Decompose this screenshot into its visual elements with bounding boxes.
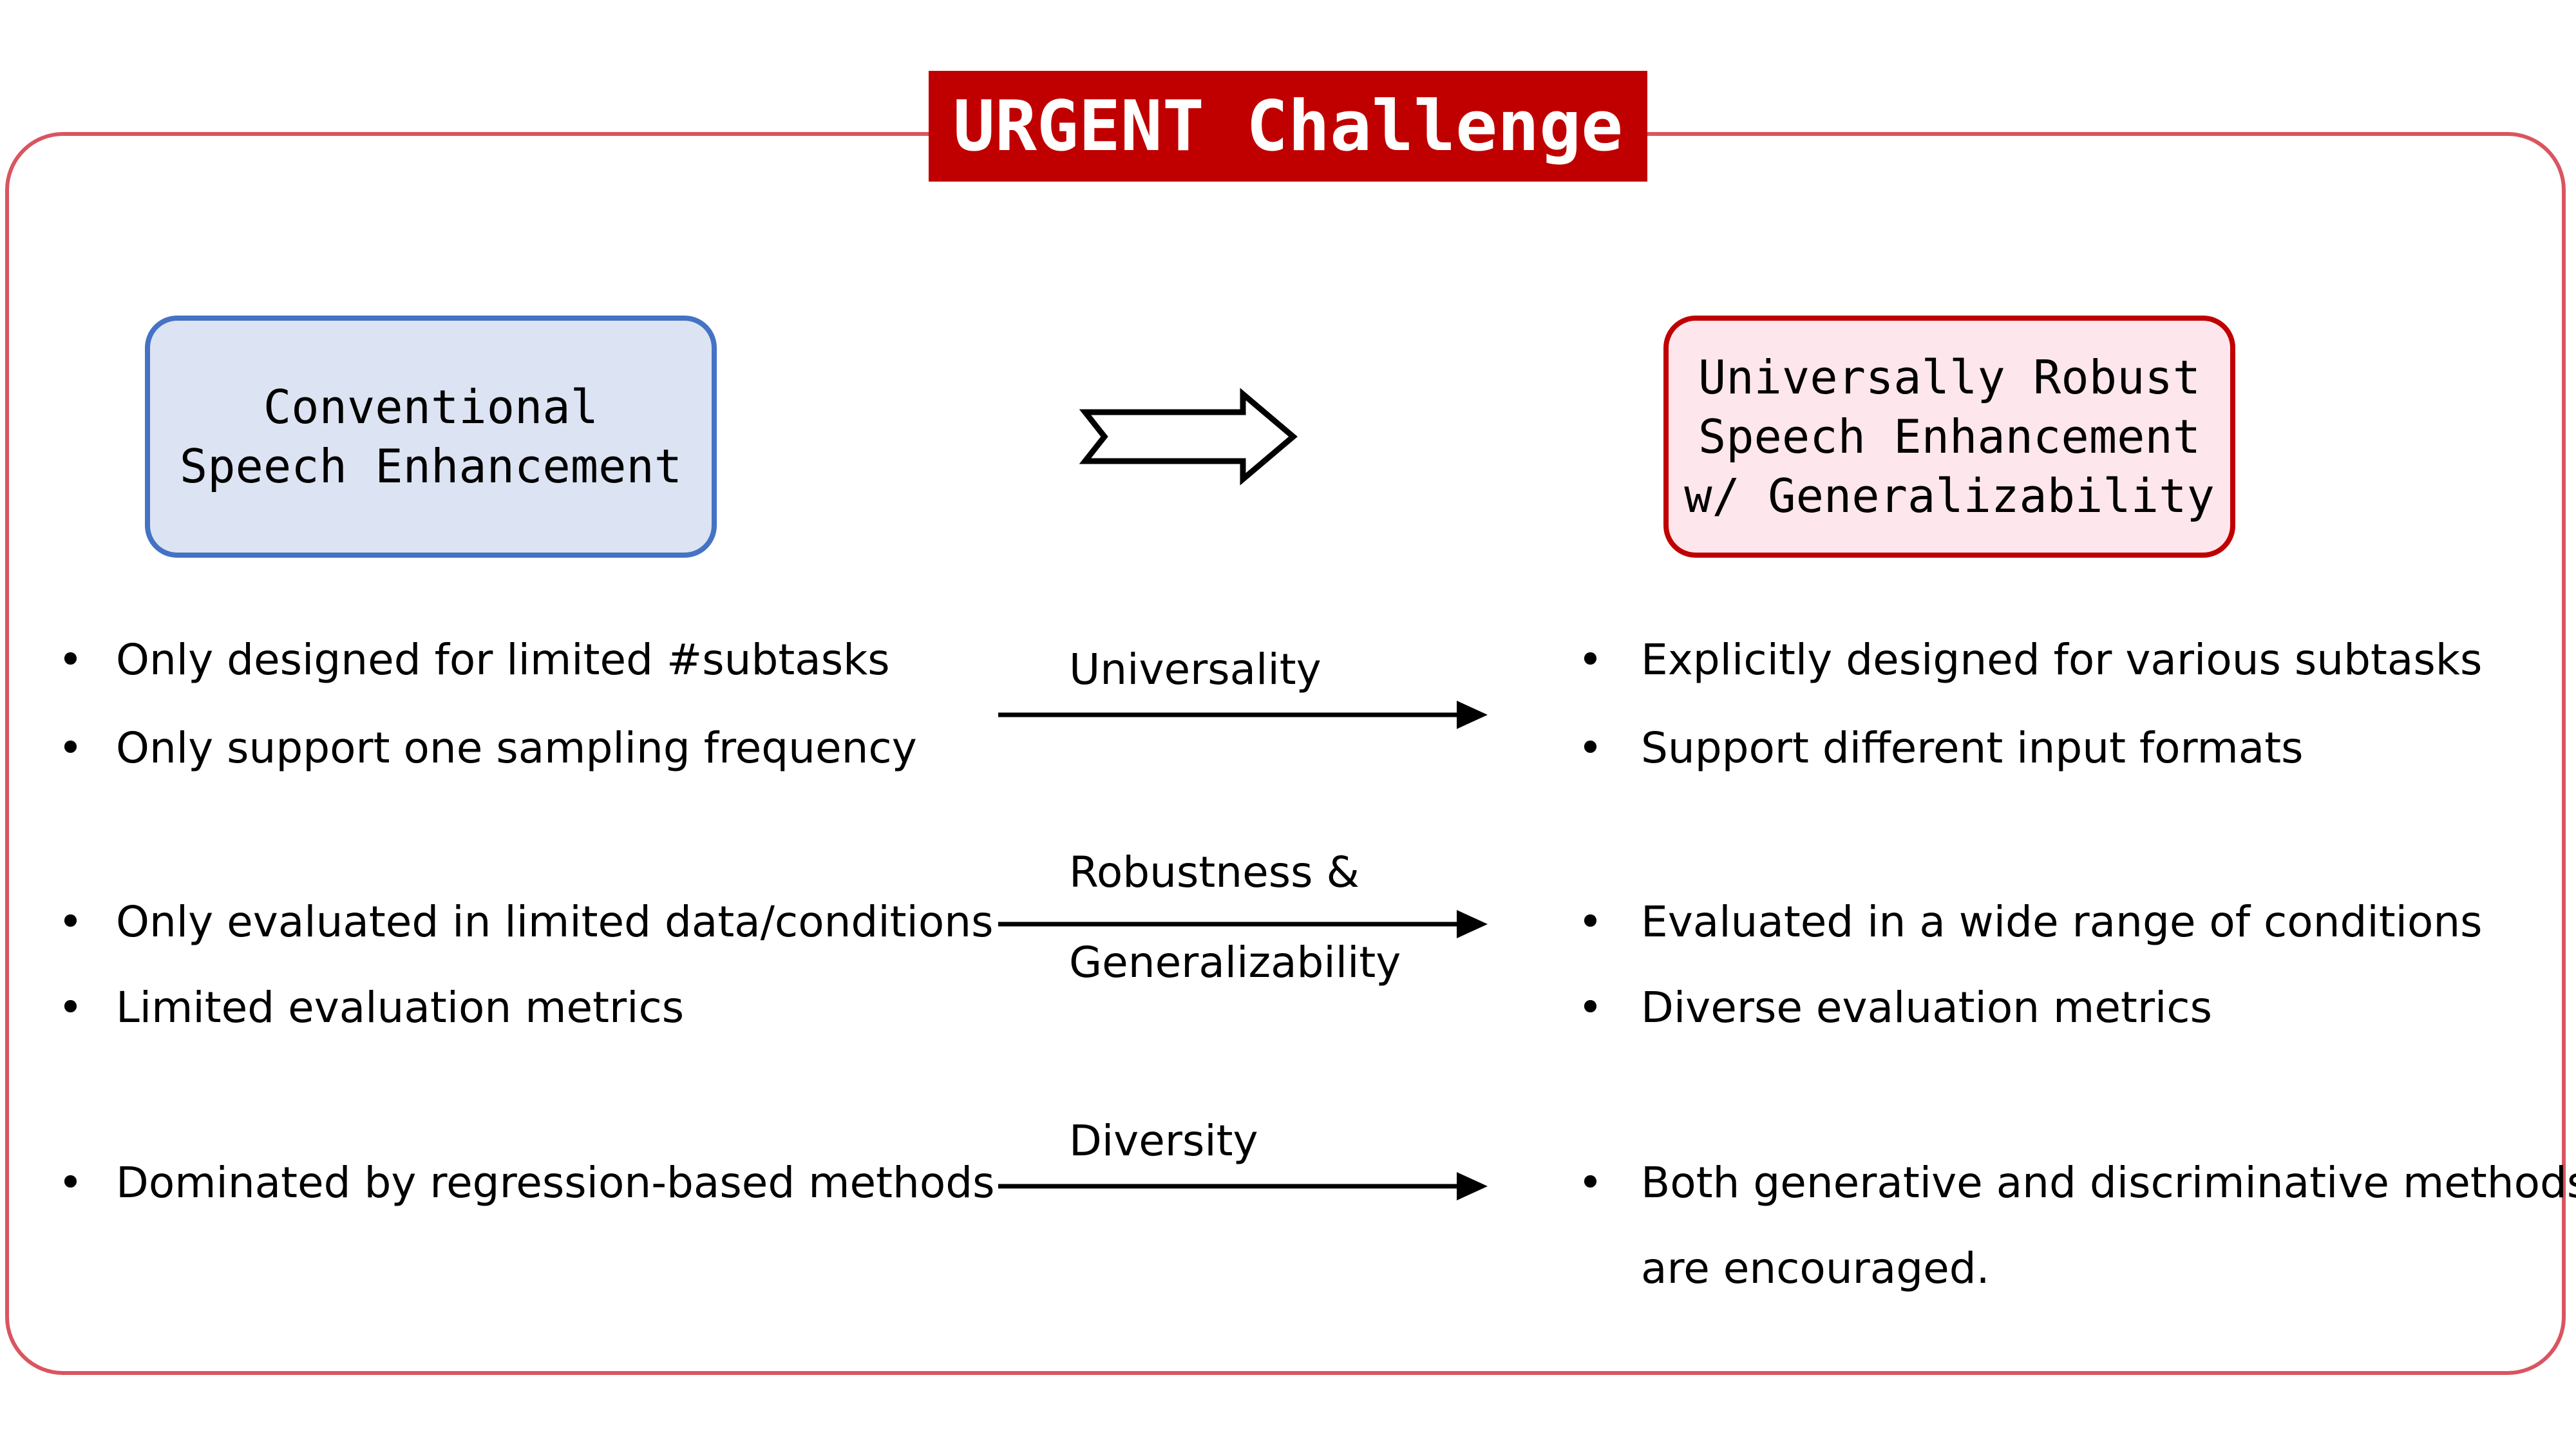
right-bullet-text: Diverse evaluation metrics	[1641, 983, 2212, 1032]
title-text: URGENT Challenge	[952, 86, 1624, 167]
universality-arrow	[998, 701, 1488, 729]
conventional-box: Conventional Speech Enhancement	[145, 316, 717, 558]
right-bullet-text: Evaluated in a wide range of conditions	[1641, 897, 2483, 947]
universal-box: Universally Robust Speech Enhancement w/…	[1663, 316, 2235, 558]
bullet-dot: •	[58, 897, 83, 947]
bullet-dot: •	[58, 1158, 83, 1208]
left-bullet-text: Limited evaluation metrics	[116, 983, 685, 1032]
bullet-dot: •	[58, 635, 83, 685]
bullet-dot: •	[1578, 723, 1603, 773]
bullet-dot: •	[58, 723, 83, 773]
universality-label: Universality	[1069, 645, 1321, 694]
universal-line-2: Speech Enhancement	[1698, 410, 2201, 464]
title-banner: URGENT Challenge	[929, 71, 1647, 182]
right-bullet-text: Both generative and discriminative metho…	[1641, 1158, 2576, 1208]
universal-line-3: w/ Generalizability	[1684, 469, 2215, 523]
left-bullet-text: Only evaluated in limited data/condition…	[116, 897, 994, 947]
right-bullet-text: Explicitly designed for various subtasks	[1641, 635, 2483, 685]
bullet-dot: •	[1578, 1158, 1603, 1208]
right-bullet-text: Support different input formats	[1641, 723, 2304, 773]
bullet-dot: •	[1578, 897, 1603, 947]
right-bullet-continuation: are encouraged.	[1641, 1244, 1990, 1293]
left-bullet-text: Dominated by regression-based methods	[116, 1158, 995, 1208]
conventional-line-1: Conventional	[263, 380, 599, 434]
bullet-dot: •	[1578, 983, 1603, 1032]
universal-line-1: Universally Robust	[1698, 350, 2201, 404]
left-bullet-text: Only designed for limited #subtasks	[116, 635, 890, 685]
robustness-label: Robustness &	[1069, 848, 1359, 897]
bullet-dot: •	[58, 983, 83, 1032]
robustness-arrow	[998, 910, 1488, 938]
transition-arrow-icon	[1079, 388, 1298, 486]
diversity-arrow	[998, 1172, 1488, 1200]
bullet-dot: •	[1578, 635, 1603, 685]
generalizability-label: Generalizability	[1069, 938, 1401, 987]
conventional-line-2: Speech Enhancement	[179, 439, 683, 493]
left-bullet-text: Only support one sampling frequency	[116, 723, 917, 773]
diversity-label: Diversity	[1069, 1116, 1258, 1166]
